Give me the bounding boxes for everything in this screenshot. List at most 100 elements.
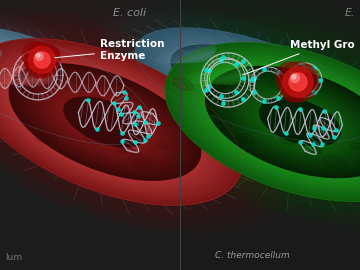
- Ellipse shape: [260, 98, 341, 146]
- Circle shape: [279, 74, 299, 94]
- Circle shape: [25, 53, 43, 71]
- Ellipse shape: [217, 74, 251, 84]
- Ellipse shape: [0, 59, 89, 111]
- Ellipse shape: [0, 53, 100, 117]
- Ellipse shape: [242, 87, 359, 156]
- Ellipse shape: [230, 79, 251, 85]
- Text: Restriction
Enzyme: Restriction Enzyme: [55, 39, 165, 61]
- Ellipse shape: [192, 66, 253, 83]
- Ellipse shape: [287, 114, 314, 130]
- Ellipse shape: [172, 50, 215, 63]
- Ellipse shape: [0, 14, 273, 206]
- Ellipse shape: [18, 73, 63, 97]
- Ellipse shape: [78, 105, 132, 139]
- Ellipse shape: [269, 78, 289, 90]
- Ellipse shape: [247, 81, 263, 89]
- Circle shape: [278, 62, 318, 102]
- Ellipse shape: [167, 49, 216, 63]
- Ellipse shape: [87, 111, 123, 133]
- Ellipse shape: [31, 80, 52, 86]
- Ellipse shape: [0, 0, 311, 230]
- Ellipse shape: [246, 90, 354, 154]
- Ellipse shape: [0, 26, 152, 144]
- Ellipse shape: [197, 61, 360, 183]
- Ellipse shape: [103, 112, 112, 117]
- Circle shape: [28, 46, 55, 73]
- Ellipse shape: [51, 99, 60, 104]
- Circle shape: [292, 65, 318, 91]
- Ellipse shape: [242, 70, 358, 140]
- Ellipse shape: [192, 59, 360, 185]
- Ellipse shape: [145, 12, 360, 198]
- Ellipse shape: [189, 55, 214, 63]
- Ellipse shape: [21, 75, 59, 95]
- Bar: [180, 0, 360, 270]
- Ellipse shape: [50, 89, 160, 155]
- Ellipse shape: [0, 90, 3, 100]
- Ellipse shape: [351, 143, 360, 149]
- Ellipse shape: [0, 2, 292, 218]
- Ellipse shape: [211, 72, 252, 84]
- Ellipse shape: [185, 63, 253, 83]
- Ellipse shape: [187, 53, 323, 117]
- Ellipse shape: [0, 57, 93, 113]
- Circle shape: [276, 62, 304, 90]
- Circle shape: [291, 74, 300, 82]
- Ellipse shape: [0, 53, 1, 63]
- Ellipse shape: [29, 79, 51, 91]
- Ellipse shape: [19, 87, 37, 97]
- Ellipse shape: [4, 72, 54, 85]
- Ellipse shape: [236, 91, 254, 101]
- Ellipse shape: [269, 103, 332, 140]
- Ellipse shape: [0, 50, 1, 63]
- Ellipse shape: [210, 69, 360, 175]
- Ellipse shape: [107, 0, 360, 221]
- Ellipse shape: [223, 70, 287, 100]
- Ellipse shape: [49, 99, 59, 106]
- Ellipse shape: [179, 49, 331, 121]
- Ellipse shape: [274, 103, 298, 117]
- Ellipse shape: [291, 117, 309, 127]
- Ellipse shape: [0, 51, 104, 119]
- Ellipse shape: [287, 95, 298, 101]
- Ellipse shape: [0, 32, 141, 139]
- Ellipse shape: [0, 70, 55, 84]
- Ellipse shape: [14, 66, 196, 177]
- Text: E. coli: E. coli: [113, 8, 147, 18]
- Ellipse shape: [323, 155, 347, 169]
- Ellipse shape: [184, 54, 215, 63]
- Ellipse shape: [0, 49, 2, 63]
- Ellipse shape: [215, 72, 360, 172]
- Ellipse shape: [73, 103, 137, 141]
- Ellipse shape: [298, 112, 307, 117]
- Ellipse shape: [175, 47, 335, 123]
- Ellipse shape: [120, 146, 128, 151]
- Ellipse shape: [311, 148, 322, 154]
- Ellipse shape: [0, 52, 1, 63]
- Ellipse shape: [17, 76, 53, 85]
- Ellipse shape: [0, 26, 254, 194]
- Ellipse shape: [233, 136, 246, 143]
- Ellipse shape: [0, 61, 85, 109]
- Ellipse shape: [199, 90, 216, 100]
- Ellipse shape: [227, 72, 283, 98]
- Ellipse shape: [191, 55, 319, 115]
- Ellipse shape: [226, 55, 246, 67]
- Ellipse shape: [174, 48, 360, 196]
- Ellipse shape: [239, 134, 255, 143]
- Ellipse shape: [0, 58, 210, 186]
- Ellipse shape: [0, 53, 219, 191]
- Ellipse shape: [0, 55, 215, 188]
- Circle shape: [22, 42, 48, 67]
- Ellipse shape: [46, 86, 164, 158]
- Ellipse shape: [296, 119, 305, 125]
- Text: Methyl Gro: Methyl Gro: [243, 40, 355, 75]
- Circle shape: [34, 52, 50, 68]
- Bar: [0, 0, 180, 270]
- Ellipse shape: [219, 68, 291, 102]
- Ellipse shape: [41, 83, 169, 161]
- Circle shape: [289, 73, 307, 91]
- Ellipse shape: [195, 56, 315, 113]
- Ellipse shape: [11, 74, 54, 85]
- Ellipse shape: [91, 114, 119, 130]
